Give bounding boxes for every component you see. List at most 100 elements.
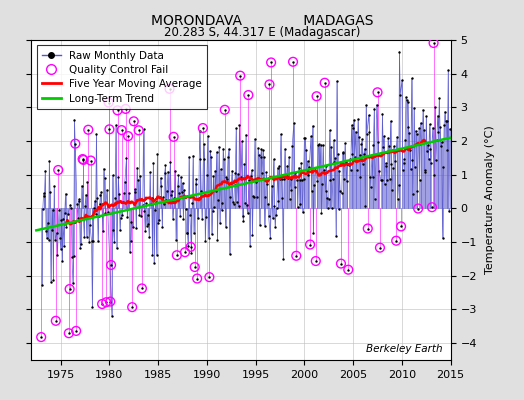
- Point: [113, 107, 122, 114]
- Point: [249, 193, 257, 199]
- Point: [64, 210, 72, 217]
- Point: [79, 157, 88, 163]
- Point: [79, 156, 87, 162]
- Point: [330, 137, 338, 144]
- Point: [128, 304, 136, 310]
- Point: [304, 172, 313, 178]
- Point: [177, 174, 185, 180]
- Point: [235, 122, 244, 129]
- Point: [104, 99, 113, 106]
- Point: [433, 137, 441, 143]
- Point: [278, 195, 287, 201]
- Point: [43, 220, 52, 226]
- Point: [250, 194, 258, 200]
- Point: [77, 240, 85, 247]
- Point: [223, 176, 232, 182]
- Point: [123, 214, 132, 220]
- Point: [411, 128, 420, 134]
- Point: [66, 286, 74, 292]
- Point: [425, 121, 434, 127]
- Point: [166, 86, 174, 92]
- Point: [130, 186, 139, 192]
- Point: [170, 195, 179, 201]
- Point: [173, 183, 182, 190]
- Point: [427, 160, 435, 166]
- Point: [337, 190, 346, 196]
- Point: [402, 94, 410, 100]
- Point: [417, 120, 425, 126]
- Point: [183, 230, 192, 236]
- Point: [84, 126, 93, 133]
- Point: [173, 252, 181, 258]
- Point: [254, 145, 263, 151]
- Point: [150, 260, 158, 266]
- Point: [402, 97, 411, 104]
- Point: [287, 187, 296, 193]
- Point: [129, 118, 138, 124]
- Point: [263, 181, 271, 187]
- Point: [202, 214, 210, 220]
- Point: [111, 195, 119, 201]
- Point: [76, 244, 84, 251]
- Point: [303, 167, 311, 173]
- Point: [376, 244, 384, 251]
- Point: [216, 220, 224, 226]
- Point: [225, 146, 233, 152]
- Point: [399, 166, 407, 173]
- Point: [286, 196, 294, 202]
- Point: [196, 155, 204, 162]
- Point: [280, 176, 288, 183]
- Point: [409, 191, 418, 198]
- Text: Berkeley Earth: Berkeley Earth: [366, 344, 442, 354]
- Point: [179, 216, 188, 222]
- Point: [158, 224, 167, 230]
- Point: [353, 167, 362, 173]
- Point: [444, 67, 452, 74]
- Point: [368, 174, 377, 180]
- Point: [169, 215, 177, 222]
- Point: [266, 235, 275, 242]
- Point: [301, 135, 309, 141]
- Point: [308, 123, 316, 129]
- Point: [256, 222, 264, 228]
- Point: [339, 149, 347, 156]
- Point: [440, 121, 449, 128]
- Point: [281, 174, 290, 180]
- Point: [418, 140, 427, 146]
- Point: [442, 118, 451, 124]
- Point: [315, 141, 323, 148]
- Point: [379, 144, 387, 150]
- Point: [420, 166, 429, 173]
- Point: [380, 133, 388, 139]
- Point: [342, 159, 350, 165]
- Point: [138, 202, 147, 208]
- Point: [205, 274, 214, 280]
- Point: [103, 186, 111, 193]
- Point: [290, 120, 298, 126]
- Point: [113, 107, 122, 114]
- Point: [439, 164, 447, 170]
- Point: [238, 138, 246, 145]
- Point: [78, 182, 86, 189]
- Point: [323, 194, 331, 201]
- Point: [102, 299, 111, 306]
- Point: [335, 167, 344, 174]
- Point: [392, 238, 400, 244]
- Point: [424, 142, 432, 148]
- Point: [122, 154, 130, 161]
- Point: [236, 72, 244, 79]
- Point: [375, 168, 384, 174]
- Point: [84, 126, 93, 133]
- Point: [394, 196, 402, 202]
- Point: [69, 280, 77, 286]
- Point: [400, 156, 409, 162]
- Point: [356, 174, 365, 181]
- Point: [190, 230, 198, 237]
- Point: [41, 167, 49, 174]
- Point: [191, 181, 200, 187]
- Point: [175, 190, 183, 196]
- Point: [417, 140, 425, 146]
- Point: [354, 116, 362, 122]
- Point: [70, 253, 78, 260]
- Point: [285, 154, 293, 160]
